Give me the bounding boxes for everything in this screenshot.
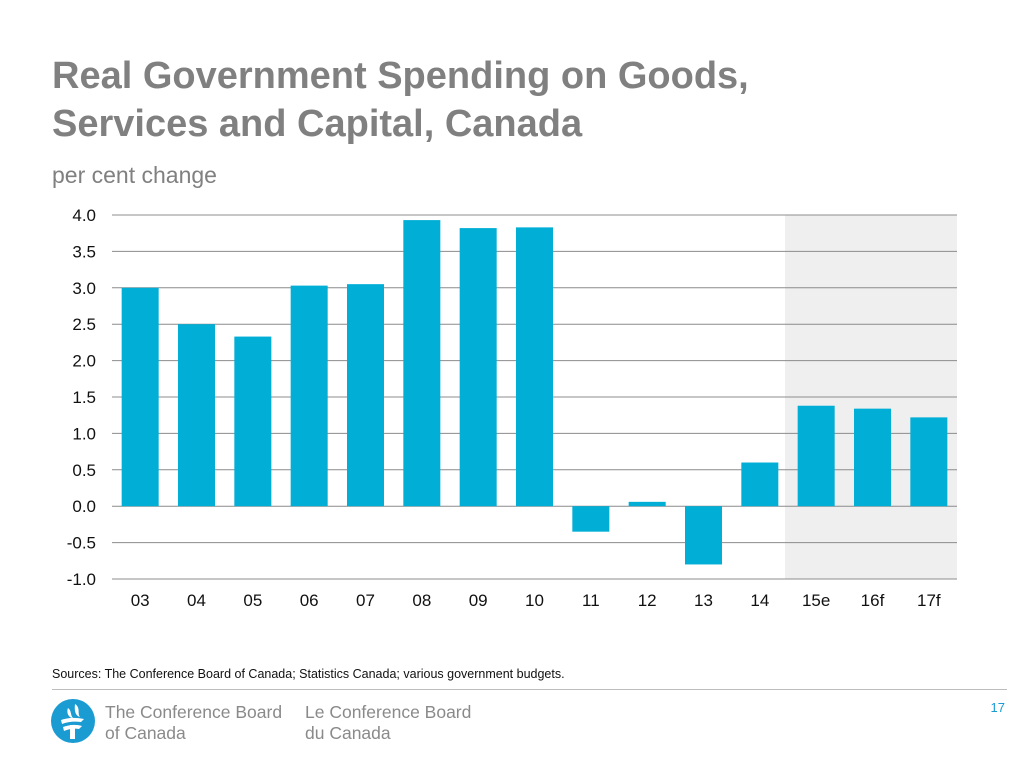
- y-tick-label: 3.5: [72, 242, 96, 261]
- x-tick-label: 13: [694, 591, 713, 610]
- footer-divider: [52, 689, 1007, 690]
- bar-05: [234, 336, 272, 507]
- slide-title-line-2: Services and Capital, Canada: [52, 103, 583, 145]
- x-tick-label: 04: [187, 591, 206, 610]
- x-tick-label: 11: [582, 591, 600, 610]
- x-tick-label: 16f: [861, 591, 885, 610]
- bar-16f: [854, 408, 891, 507]
- x-tick-label: 06: [300, 591, 319, 610]
- page-number: 17: [990, 700, 1005, 715]
- bar-chart: 4.0 3.5 3.0 2.5 2.0 1.5 1.0 0.5 0.0 -0.5 -1.0 03 04 0…: [67, 206, 957, 610]
- bar-04: [178, 324, 215, 507]
- y-tick-label: 1.5: [72, 388, 96, 407]
- x-tick-label: 03: [131, 591, 150, 610]
- bar-11: [572, 506, 610, 532]
- bar-17f: [910, 417, 948, 507]
- y-tick-label: 0.0: [72, 497, 96, 516]
- bar-14: [741, 462, 779, 507]
- bar-08: [403, 220, 441, 507]
- bar-12: [628, 501, 666, 507]
- org-name-english-line-1: The Conference Board: [105, 702, 283, 722]
- y-tick-label: 2.5: [72, 315, 96, 334]
- bar-10: [516, 227, 553, 507]
- bar-09: [459, 228, 497, 507]
- x-tick-label: 08: [412, 591, 431, 610]
- org-name-french: Le Conference Board du Canada: [305, 702, 471, 744]
- y-tick-label: 1.0: [72, 424, 96, 443]
- org-name-english-line-2: of Canada: [105, 723, 186, 743]
- sources-note: Sources: The Conference Board of Canada;…: [52, 667, 565, 681]
- y-tick-label: 2.0: [72, 352, 96, 371]
- org-name-english: The Conference Board of Canada: [105, 702, 282, 744]
- x-tick-label: 09: [469, 591, 488, 610]
- x-tick-label: 07: [356, 591, 375, 610]
- y-tick-label: 0.5: [72, 461, 96, 480]
- x-tick-label: 14: [750, 591, 769, 610]
- org-name-french-line-1: Le Conference Board: [305, 702, 472, 722]
- bar-15e: [797, 405, 835, 507]
- chart-subtitle: per cent change: [52, 162, 217, 188]
- org-name-french-line-2: du Canada: [305, 723, 391, 743]
- x-tick-label: 10: [525, 591, 544, 610]
- bar-06: [290, 285, 328, 507]
- bar-13: [685, 506, 722, 565]
- bar-03: [121, 287, 159, 507]
- x-tick-label: 17f: [917, 591, 941, 610]
- x-tick-label: 05: [243, 591, 262, 610]
- y-tick-label: -1.0: [67, 570, 96, 589]
- conference-board-torch-icon: [51, 699, 95, 743]
- y-tick-label: 3.0: [72, 279, 96, 298]
- y-tick-label: 4.0: [72, 206, 96, 225]
- y-tick-label: -0.5: [67, 534, 96, 553]
- x-tick-label: 12: [638, 591, 657, 610]
- slide-title: Real Government Spending on Goods, Servi…: [52, 52, 952, 148]
- slide-title-line-1: Real Government Spending on Goods,: [52, 55, 749, 97]
- bar-07: [347, 284, 384, 507]
- x-tick-label: 15e: [802, 591, 830, 610]
